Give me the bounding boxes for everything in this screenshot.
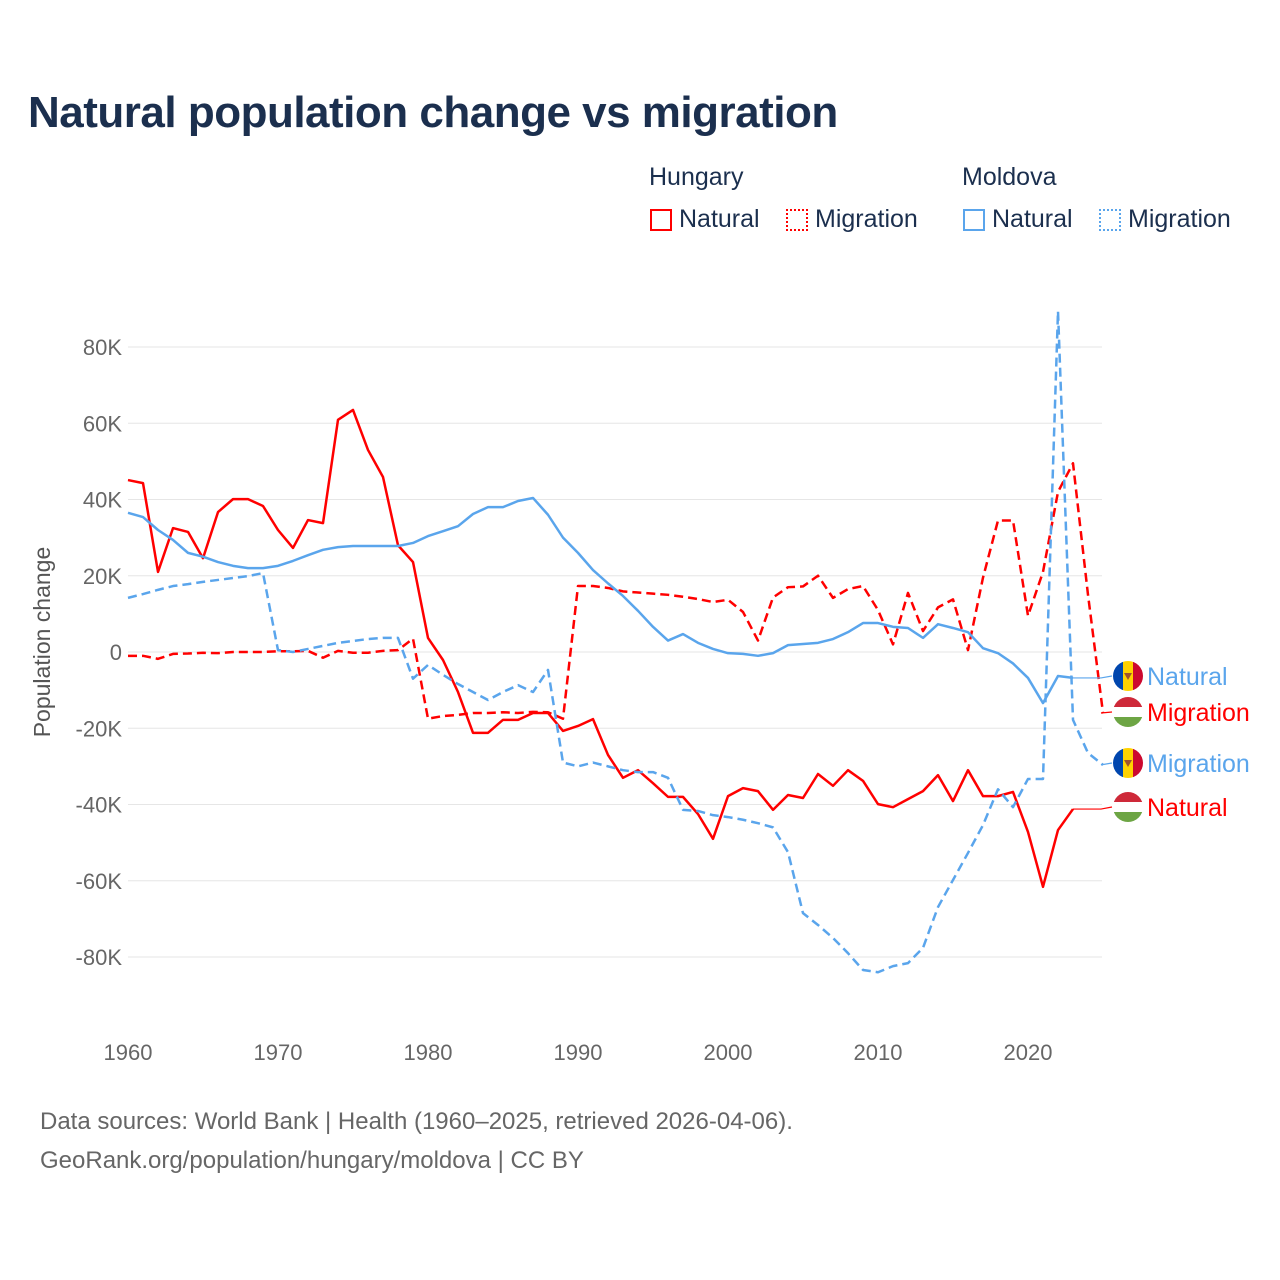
x-tick-label: 2010 <box>854 1040 903 1065</box>
series-line-hungary-natural[interactable] <box>127 408 1075 889</box>
legend-label: Migration <box>1128 205 1231 233</box>
legend-heading-hungary: Hungary <box>649 163 744 191</box>
legend-item-moldova-migration[interactable]: Migration <box>1099 205 1231 234</box>
label-connector <box>1073 806 1113 810</box>
label-connector <box>1100 762 1113 766</box>
y-tick-label: 0 <box>110 640 122 665</box>
y-tick-label: 60K <box>83 411 122 436</box>
legend-item-hungary-natural[interactable]: Natural <box>650 205 760 234</box>
x-tick-label: 1960 <box>104 1040 153 1065</box>
legend-label: Migration <box>815 205 918 233</box>
legend-swatch-dotted <box>786 208 808 231</box>
end-label-moldova-migration: Migration <box>1147 750 1250 778</box>
y-tick-label: -40K <box>76 793 123 818</box>
legend-label: Natural <box>679 205 760 233</box>
y-tick-label: -60K <box>76 869 123 894</box>
y-tick-label: -20K <box>76 716 123 741</box>
x-tick-label: 1990 <box>554 1040 603 1065</box>
y-tick-label: 20K <box>83 564 122 589</box>
legend-swatch-solid <box>650 208 672 231</box>
series-line-moldova-natural[interactable] <box>127 496 1074 705</box>
label-connector <box>1073 675 1113 679</box>
moldova-flag-icon <box>1113 748 1143 778</box>
legend-swatch-solid <box>963 208 985 231</box>
hungary-flag-icon <box>1113 792 1143 822</box>
series-line-moldova-migration[interactable] <box>127 309 1104 974</box>
legend-item-hungary-migration[interactable]: Migration <box>786 205 918 234</box>
end-label-moldova-natural: Natural <box>1147 663 1228 691</box>
legend-swatch-dotted <box>1099 208 1121 231</box>
y-axis-label: Population change <box>29 547 55 738</box>
moldova-flag-icon <box>1113 661 1143 691</box>
chart-title: Natural population change vs migration <box>28 88 838 137</box>
legend-item-moldova-natural[interactable]: Natural <box>963 205 1073 234</box>
x-tick-label: 2000 <box>704 1040 753 1065</box>
y-tick-label: 80K <box>83 335 122 360</box>
x-tick-label: 1980 <box>404 1040 453 1065</box>
end-label-hungary-natural: Natural <box>1147 794 1228 822</box>
legend-heading-moldova: Moldova <box>962 163 1057 191</box>
legend-label: Natural <box>992 205 1073 233</box>
label-connector <box>1100 711 1113 714</box>
x-tick-label: 2020 <box>1004 1040 1053 1065</box>
y-tick-label: -80K <box>76 945 123 970</box>
y-tick-label: 40K <box>83 488 122 513</box>
footer-url[interactable]: GeoRank.org/population/hungary/moldova |… <box>40 1147 584 1174</box>
x-tick-label: 1970 <box>254 1040 303 1065</box>
hungary-flag-icon <box>1113 697 1143 727</box>
end-label-hungary-migration: Migration <box>1147 699 1250 727</box>
footer-sources: Data sources: World Bank | Health (1960–… <box>40 1108 793 1135</box>
series-line-hungary-migration[interactable] <box>128 462 1105 720</box>
